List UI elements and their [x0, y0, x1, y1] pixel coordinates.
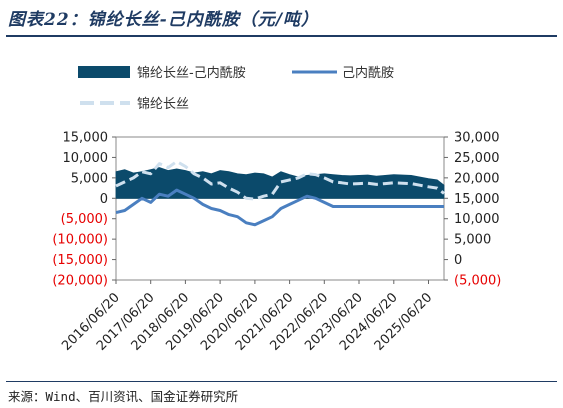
- legend-label-caprolactam: 己内酰胺: [342, 65, 394, 81]
- title-divider: [6, 35, 557, 37]
- right-tick-label: 5,000: [454, 233, 491, 248]
- right-axis: 30,000 25,000 20,000 15,000 10,000 5,000 0 (5,0…: [444, 131, 501, 289]
- series-line-caprolactam: [115, 188, 444, 227]
- legend-label-spread: 锦纶长丝-己内酰胺: [137, 65, 246, 81]
- right-tick-label: 10,000: [454, 212, 500, 227]
- series-line-nylon: [115, 160, 445, 201]
- series-area-spread: [115, 167, 445, 199]
- source-divider: [6, 381, 557, 382]
- left-tick-label: (10,000): [52, 233, 108, 248]
- left-tick-label: 15,000: [63, 131, 109, 146]
- plot-border: [115, 136, 445, 281]
- left-tick-label: 5,000: [71, 171, 108, 186]
- figure-title: 图表22：锦纶长丝-己内酰胺（元/吨）: [8, 10, 319, 30]
- left-tick-label: 0: [100, 192, 108, 207]
- chart: 锦纶长丝-己内酰胺 己内酰胺 锦纶长丝 15,000 10,000 5,000 0 (5…: [52, 65, 501, 354]
- right-tick-label: 30,000: [454, 131, 500, 146]
- right-tick-label: 15,000: [454, 192, 500, 207]
- x-axis: 2016/06/202017/06/202018/06/202019/06/20…: [59, 280, 435, 354]
- legend-swatch-spread: [78, 66, 130, 78]
- right-tick-label: 20,000: [454, 171, 500, 186]
- source-note: 来源：Wind、百川资讯、国金证券研究所: [8, 389, 239, 404]
- left-tick-label: (15,000): [52, 253, 108, 268]
- legend-label-nylon: 锦纶长丝: [137, 97, 189, 112]
- left-axis: 15,000 10,000 5,000 0 (5,000) (10,000) (15,000…: [52, 131, 116, 289]
- right-tick-label: (5,000): [454, 274, 501, 289]
- left-tick-label: (5,000): [61, 212, 108, 227]
- right-tick-label: 0: [454, 253, 462, 268]
- left-tick-label: (20,000): [52, 274, 108, 289]
- right-tick-label: 25,000: [454, 151, 500, 166]
- left-tick-label: 10,000: [63, 151, 109, 166]
- series-layer: [115, 160, 445, 227]
- legend: 锦纶长丝-己内酰胺 己内酰胺 锦纶长丝: [78, 65, 394, 112]
